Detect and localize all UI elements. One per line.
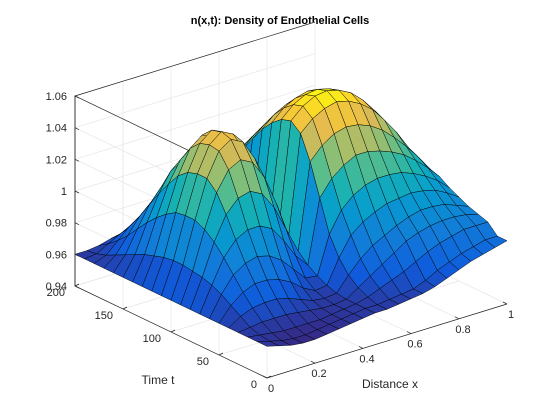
z-tick-mark: [74, 190, 80, 194]
z-tick-label: 0.98: [46, 218, 67, 230]
x-tick-mark: [406, 331, 412, 334]
y-tick-mark: [74, 283, 80, 287]
x-tick-mark: [502, 301, 508, 305]
z-tick-mark: [74, 95, 80, 99]
z-tick-mark: [74, 285, 80, 289]
y-tick-label: 50: [197, 356, 209, 368]
z-tick-label: 1.06: [46, 91, 67, 103]
y-tick-label: 0: [251, 379, 257, 391]
x-tick-label: 0: [268, 383, 274, 395]
x-tick-label: 0.8: [455, 324, 470, 336]
z-tick-mark: [74, 127, 80, 130]
z-tick-label: 1.04: [46, 123, 67, 135]
x-axis-line: [266, 303, 508, 379]
x-tick-label: 0.6: [407, 339, 422, 351]
y-tick-label: 100: [143, 333, 161, 345]
x-tick-mark: [358, 346, 364, 349]
x-tick-label: 1: [508, 309, 514, 321]
z-tick-label: 0.94: [46, 281, 67, 293]
y-tick-mark: [266, 375, 272, 379]
z-tick-label: 1.02: [46, 154, 67, 166]
y-tick-mark: [218, 352, 224, 356]
x-tick-label: 0.2: [311, 368, 326, 380]
x-axis-label: Distance x: [362, 377, 418, 391]
y-tick-mark: [170, 329, 176, 333]
z-tick-label: 1: [61, 186, 67, 198]
surface-mesh: [74, 88, 508, 347]
y-axis-label: Time t: [142, 373, 176, 387]
y-tick-label: 150: [95, 310, 113, 322]
z-tick-label: 0.96: [46, 249, 67, 261]
y-tick-label: 200: [47, 287, 65, 299]
z-tick-mark: [74, 222, 80, 225]
x-tick-mark: [262, 375, 268, 379]
x-tick-label: 0.4: [359, 353, 374, 365]
z-tick-mark: [74, 254, 80, 257]
x-tick-mark: [310, 360, 316, 364]
z-tick-mark: [74, 159, 80, 162]
surface-patch: [485, 235, 508, 248]
x-tick-mark: [454, 316, 460, 320]
y-tick-mark: [122, 306, 128, 310]
chart-title: n(x,t): Density of Endothelial Cells: [191, 15, 369, 27]
